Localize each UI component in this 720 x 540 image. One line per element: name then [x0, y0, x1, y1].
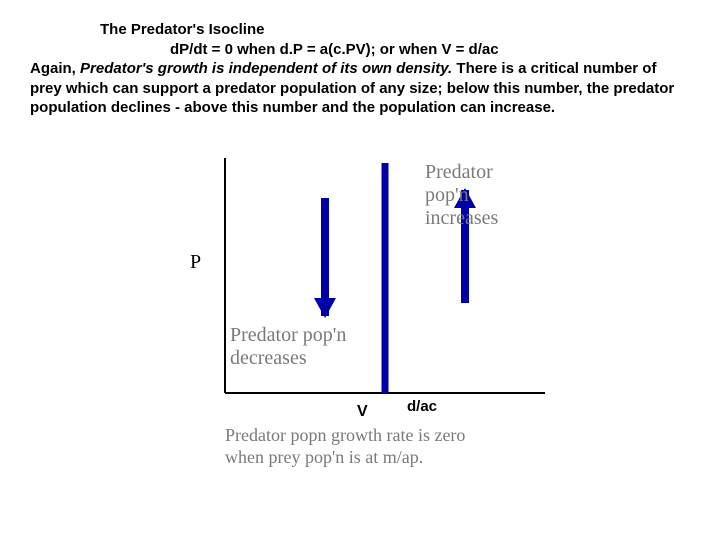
svg-text:Predator pop'n: Predator pop'n [230, 324, 346, 346]
header-text: The Predator's Isocline dP/dt = 0 when d… [30, 20, 690, 118]
svg-text:when prey pop'n is at m/ap.: when prey pop'n is at m/ap. [225, 447, 423, 467]
svg-text:P: P [190, 251, 201, 273]
header-title: The Predator's Isocline [30, 20, 690, 40]
diagram-svg: P Predatorpop'nincreases Predator pop'ndec… [145, 143, 575, 473]
header-body-italic: Predator's growth is independent of its … [80, 60, 452, 77]
header-body: Again, Predator's growth is independent … [30, 59, 690, 118]
header-equation: dP/dt = 0 when d.P = a(c.PV); or when V … [30, 40, 690, 60]
svg-text:d/ac: d/ac [407, 398, 437, 415]
svg-text:pop'n: pop'n [425, 184, 469, 206]
svg-text:decreases: decreases [230, 347, 307, 369]
svg-text:increases: increases [425, 207, 499, 229]
header-body-prefix: Again, [30, 60, 80, 77]
svg-text:V: V [357, 403, 368, 420]
svg-text:Predator: Predator [425, 161, 493, 183]
isocline-diagram: P Predatorpop'nincreases Predator pop'ndec… [145, 143, 575, 453]
svg-text:Predator popn growth rate is z: Predator popn growth rate is zero [225, 425, 465, 445]
